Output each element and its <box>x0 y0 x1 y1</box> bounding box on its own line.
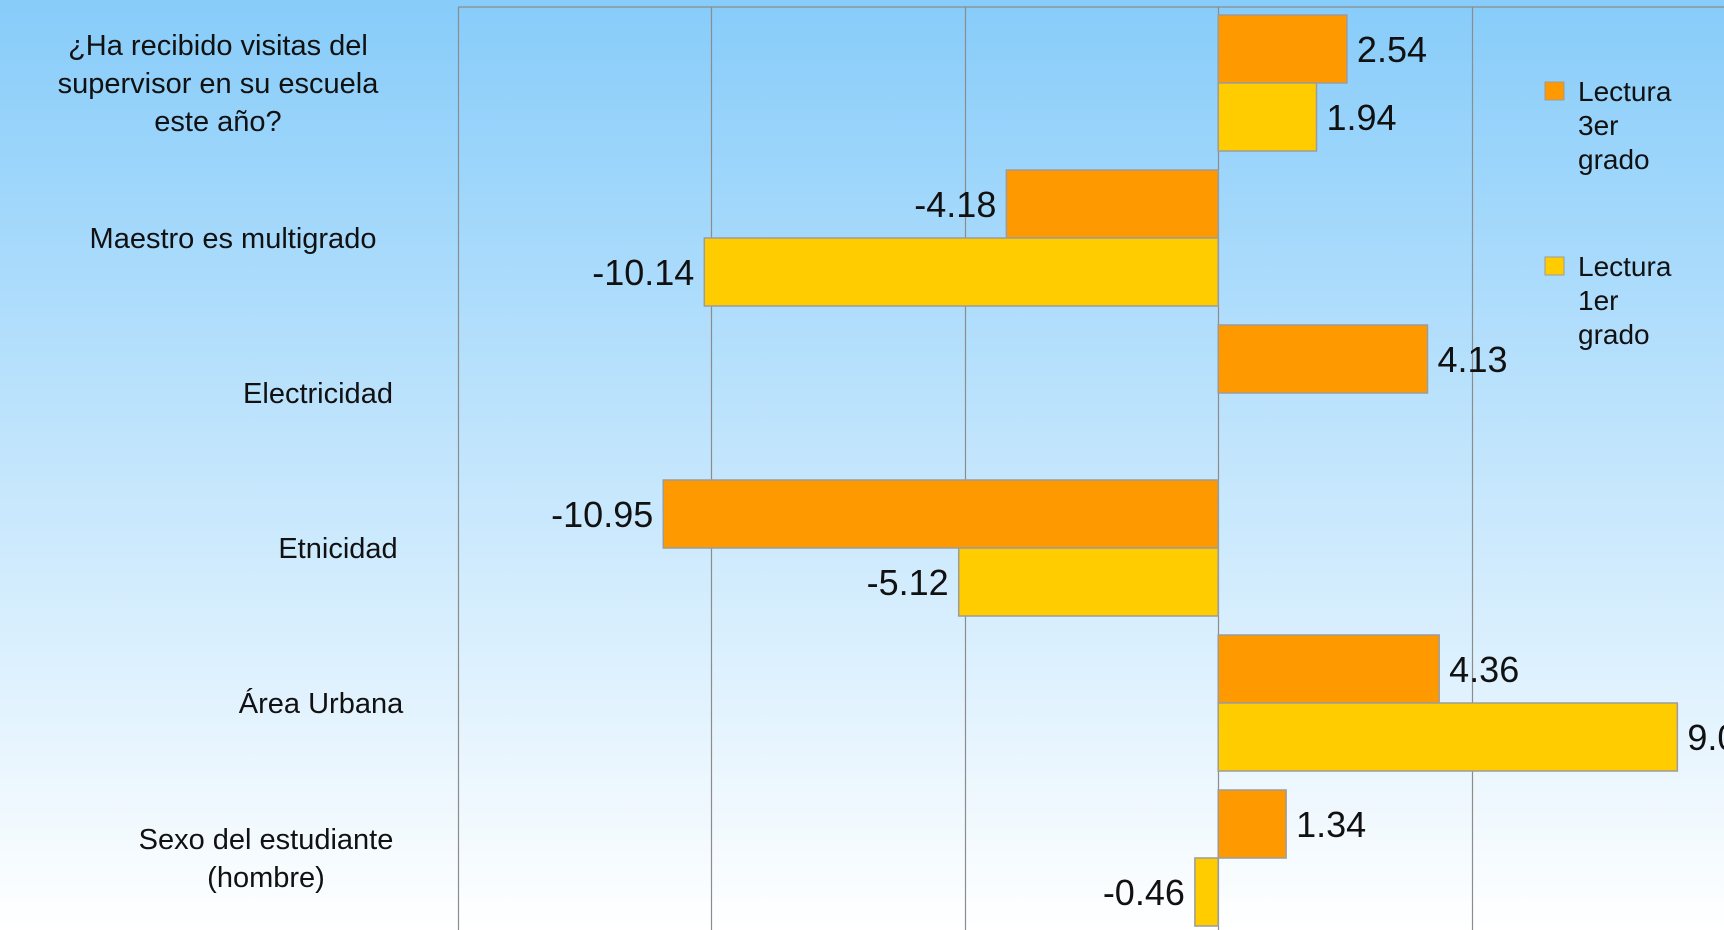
bar <box>1005 169 1219 239</box>
category-label: (hombre) <box>207 862 325 894</box>
category-label: Electricidad <box>243 378 393 410</box>
data-label: 1.34 <box>1296 804 1366 845</box>
data-label: -10.14 <box>592 252 694 293</box>
data-label: 1.94 <box>1327 97 1397 138</box>
bar <box>1217 14 1348 84</box>
value-labels: 2.54 1.94 -4.18 -10.14 4.13 -10.95 -5.12 4.36 9.… <box>551 29 1724 913</box>
bar <box>1217 82 1318 152</box>
legend-label: 1er <box>1578 285 1618 316</box>
category-label: supervisor en su escuela <box>58 68 380 100</box>
legend-label: 3er <box>1578 110 1618 141</box>
bars <box>662 14 1679 927</box>
data-label: 4.13 <box>1438 339 1508 380</box>
category-label: Etnicidad <box>278 533 397 565</box>
category-label: este año? <box>154 106 281 138</box>
bar <box>1217 789 1287 859</box>
legend-label: Lectura <box>1578 76 1672 107</box>
grid-lines <box>457 6 1724 930</box>
data-label: -5.12 <box>867 562 949 603</box>
bar <box>703 237 1219 307</box>
bar <box>1217 634 1440 704</box>
data-label: -10.95 <box>551 494 653 535</box>
category-label: Sexo del estudiante <box>139 824 394 856</box>
category-label: ¿Ha recibido visitas del <box>68 30 368 62</box>
legend-swatch <box>1544 256 1565 276</box>
data-label: 4.36 <box>1449 649 1519 690</box>
data-label: -0.46 <box>1103 872 1185 913</box>
bar <box>662 479 1219 549</box>
category-label: Área Urbana <box>239 687 404 720</box>
bar <box>1217 702 1679 772</box>
legend-label: grado <box>1578 144 1650 175</box>
legend-label: grado <box>1578 319 1650 350</box>
bar <box>1217 324 1429 394</box>
legend-label: Lectura <box>1578 251 1672 282</box>
bar <box>1194 857 1219 927</box>
bar <box>957 547 1219 617</box>
legend-swatch <box>1544 81 1565 101</box>
data-label: 2.54 <box>1357 29 1427 70</box>
data-label: -4.18 <box>914 184 996 225</box>
data-label: 9.06 <box>1687 717 1724 758</box>
category-label: Maestro es multigrado <box>90 223 377 255</box>
category-labels: ¿Ha recibido visitas del supervisor en su… <box>58 30 404 894</box>
